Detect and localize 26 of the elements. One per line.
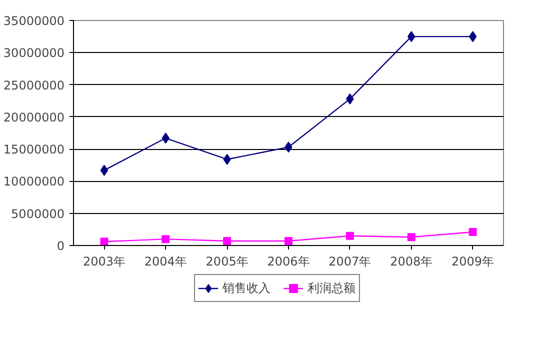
y-tick-label: 15000000 [3, 142, 64, 157]
point [284, 237, 292, 245]
point [468, 31, 477, 42]
y-tick-label: 20000000 [3, 110, 64, 124]
point [162, 235, 170, 244]
x-tick-label: 2003年 [82, 254, 126, 268]
y-tick-label: 5000000 [11, 206, 65, 221]
x-tick-label: 2006年 [267, 254, 310, 268]
y-tick-label: 25000000 [3, 78, 64, 92]
x-tick-label: 2005年 [206, 254, 248, 268]
legend-label: 销售收入 [222, 280, 270, 296]
point [407, 233, 416, 242]
x-tick-label: 2004年 [144, 254, 187, 268]
point [468, 228, 477, 236]
y-tick-label: 35000000 [3, 14, 64, 28]
point [346, 232, 354, 240]
y-tick-label: 0 [56, 239, 65, 253]
x-tick-label: 2008年 [390, 254, 433, 268]
point [100, 238, 108, 246]
point [223, 237, 232, 245]
y-tick-label: 30000000 [3, 46, 64, 60]
point [100, 164, 108, 176]
x-tick-label: 2007年 [328, 254, 372, 268]
x-tick-label: 2009年 [452, 254, 494, 268]
y-tick-label: 10000000 [3, 174, 64, 189]
legend-label: 利润总额 [308, 280, 356, 296]
